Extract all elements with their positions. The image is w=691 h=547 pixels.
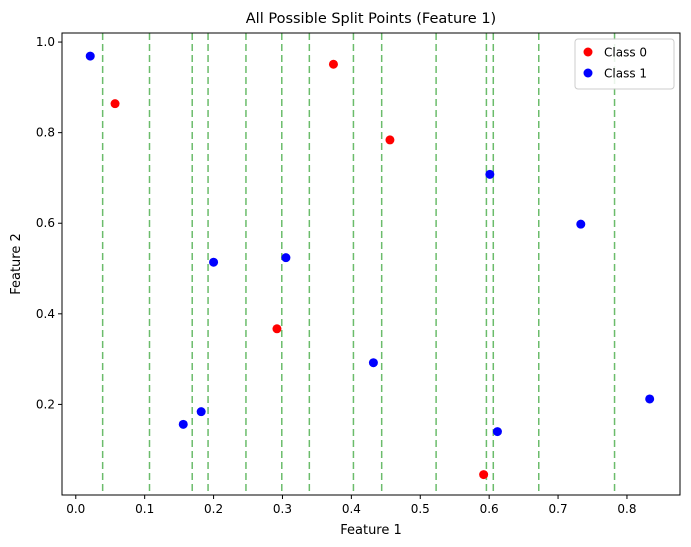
split-lines <box>101 33 616 495</box>
legend-label: Class 1 <box>604 67 647 81</box>
x-tick-label: 0.2 <box>204 502 223 516</box>
data-point <box>485 169 495 179</box>
x-axis-label: Feature 1 <box>340 523 402 538</box>
x-tick-label: 0.7 <box>549 502 568 516</box>
legend: Class 0 Class 1 <box>574 38 675 90</box>
x-tick-label: 0.5 <box>411 502 430 516</box>
data-point <box>368 358 378 368</box>
data-point <box>479 470 489 480</box>
legend-box <box>574 38 675 90</box>
y-tick-label: 0.8 <box>36 126 55 140</box>
data-point <box>196 407 206 417</box>
x-tick-label: 0.8 <box>617 502 636 516</box>
chart-title: All Possible Split Points (Feature 1) <box>246 11 496 27</box>
x-tick-label: 0.4 <box>342 502 361 516</box>
x-tick-label: 0.1 <box>135 502 154 516</box>
legend-marker <box>583 47 593 57</box>
data-point <box>576 219 586 229</box>
axes: 0.0 0.1 0.2 0.3 0.4 0.5 0.6 0.7 0.8 0.2 0.4 0.6 0.8 1… <box>36 32 681 516</box>
data-point <box>272 324 282 334</box>
y-axis-label: Feature 2 <box>9 233 24 295</box>
data-point <box>645 394 655 404</box>
data-point <box>209 257 219 267</box>
data-point <box>178 419 188 429</box>
legend-marker <box>583 68 593 78</box>
legend-label: Class 0 <box>604 46 647 60</box>
data-point <box>492 427 502 437</box>
data-point <box>281 253 291 263</box>
x-tick-label: 0.0 <box>66 502 85 516</box>
x-tick-label: 0.6 <box>480 502 499 516</box>
y-tick-label: 0.2 <box>36 397 55 411</box>
data-point <box>328 59 338 69</box>
data-point <box>385 135 395 145</box>
x-tick-label: 0.3 <box>273 502 292 516</box>
y-tick-label: 0.4 <box>36 307 55 321</box>
y-tick-label: 1.0 <box>36 35 55 49</box>
data-points <box>85 51 655 480</box>
y-tick-label: 0.6 <box>36 216 55 230</box>
data-point <box>85 51 95 61</box>
data-point <box>110 99 120 109</box>
plot-frame <box>61 32 681 496</box>
